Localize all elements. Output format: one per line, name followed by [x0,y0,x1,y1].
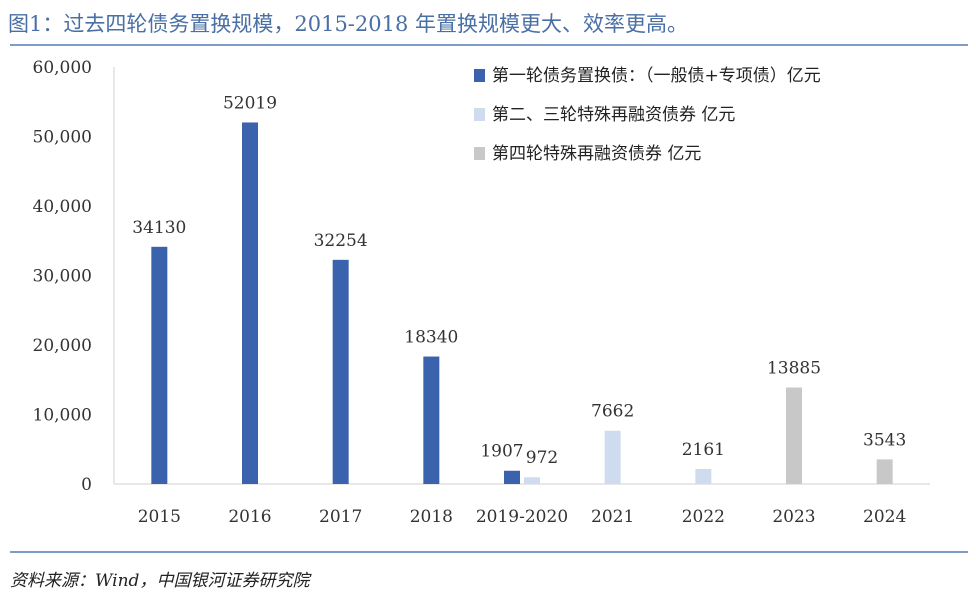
bar [504,470,520,484]
legend-label: 第四轮特殊再融资债券 亿元 [492,144,701,164]
data-label: 2161 [682,440,725,460]
legend-swatch [474,108,485,121]
x-tick-label: 2022 [682,507,725,527]
x-tick-label: 2021 [591,507,634,527]
bar [876,459,893,484]
legend-swatch [474,147,485,160]
bar [242,122,258,484]
legend-label: 第二、三轮特殊再融资债券 亿元 [492,105,735,125]
bar [786,387,802,484]
x-tick-label: 2024 [863,507,906,527]
bar [604,430,621,484]
axes: 0 10,000 20,000 30,000 40,000 50,000 60,000 201… [33,58,930,527]
bar [332,259,349,484]
data-label: 7662 [591,402,634,422]
bar [695,468,712,484]
x-tick-label: 2015 [138,507,181,527]
data-label: 13885 [767,358,821,378]
data-label: 1907 [480,442,523,462]
x-tick-label: 2019-2020 [476,507,568,527]
legend-swatch [474,69,485,82]
footer-divider [10,551,968,553]
bars [151,122,893,484]
data-label: 34130 [132,218,186,238]
y-tick-label: 10,000 [33,406,92,426]
data-label: 972 [526,448,558,468]
y-tick-label: 50,000 [33,128,92,148]
data-label: 32254 [314,231,368,251]
y-tick-label: 20,000 [33,336,92,356]
source-note: 资料来源：Wind，中国银河证券研究院 [10,571,310,591]
bar [423,356,440,484]
data-labels: 34130 52019 32254 18340 1907 972 7662 2161 13885… [132,93,906,468]
figure-title: 图1：过去四轮债务置换规模，2015-2018 年置换规模更大、效率更高。 [8,12,689,36]
x-tick-label: 2023 [772,507,815,527]
x-tick-label: 2016 [228,507,271,527]
title-divider [10,44,968,46]
bar [524,477,540,484]
x-tick-label: 2018 [410,507,453,527]
legend-label: 第一轮债务置换债：（一般债+专项债）亿元 [492,66,821,86]
y-tick-label: 40,000 [33,197,92,217]
data-label: 3543 [863,430,906,450]
data-label: 52019 [223,93,277,113]
y-tick-label: 0 [81,475,92,495]
bar [151,246,168,484]
x-tick-label: 2017 [319,507,362,527]
bar-chart: 0 10,000 20,000 30,000 40,000 50,000 60,000 201… [33,58,930,527]
y-tick-label: 30,000 [33,267,92,287]
data-label: 18340 [404,328,458,348]
y-tick-label: 60,000 [33,58,92,78]
